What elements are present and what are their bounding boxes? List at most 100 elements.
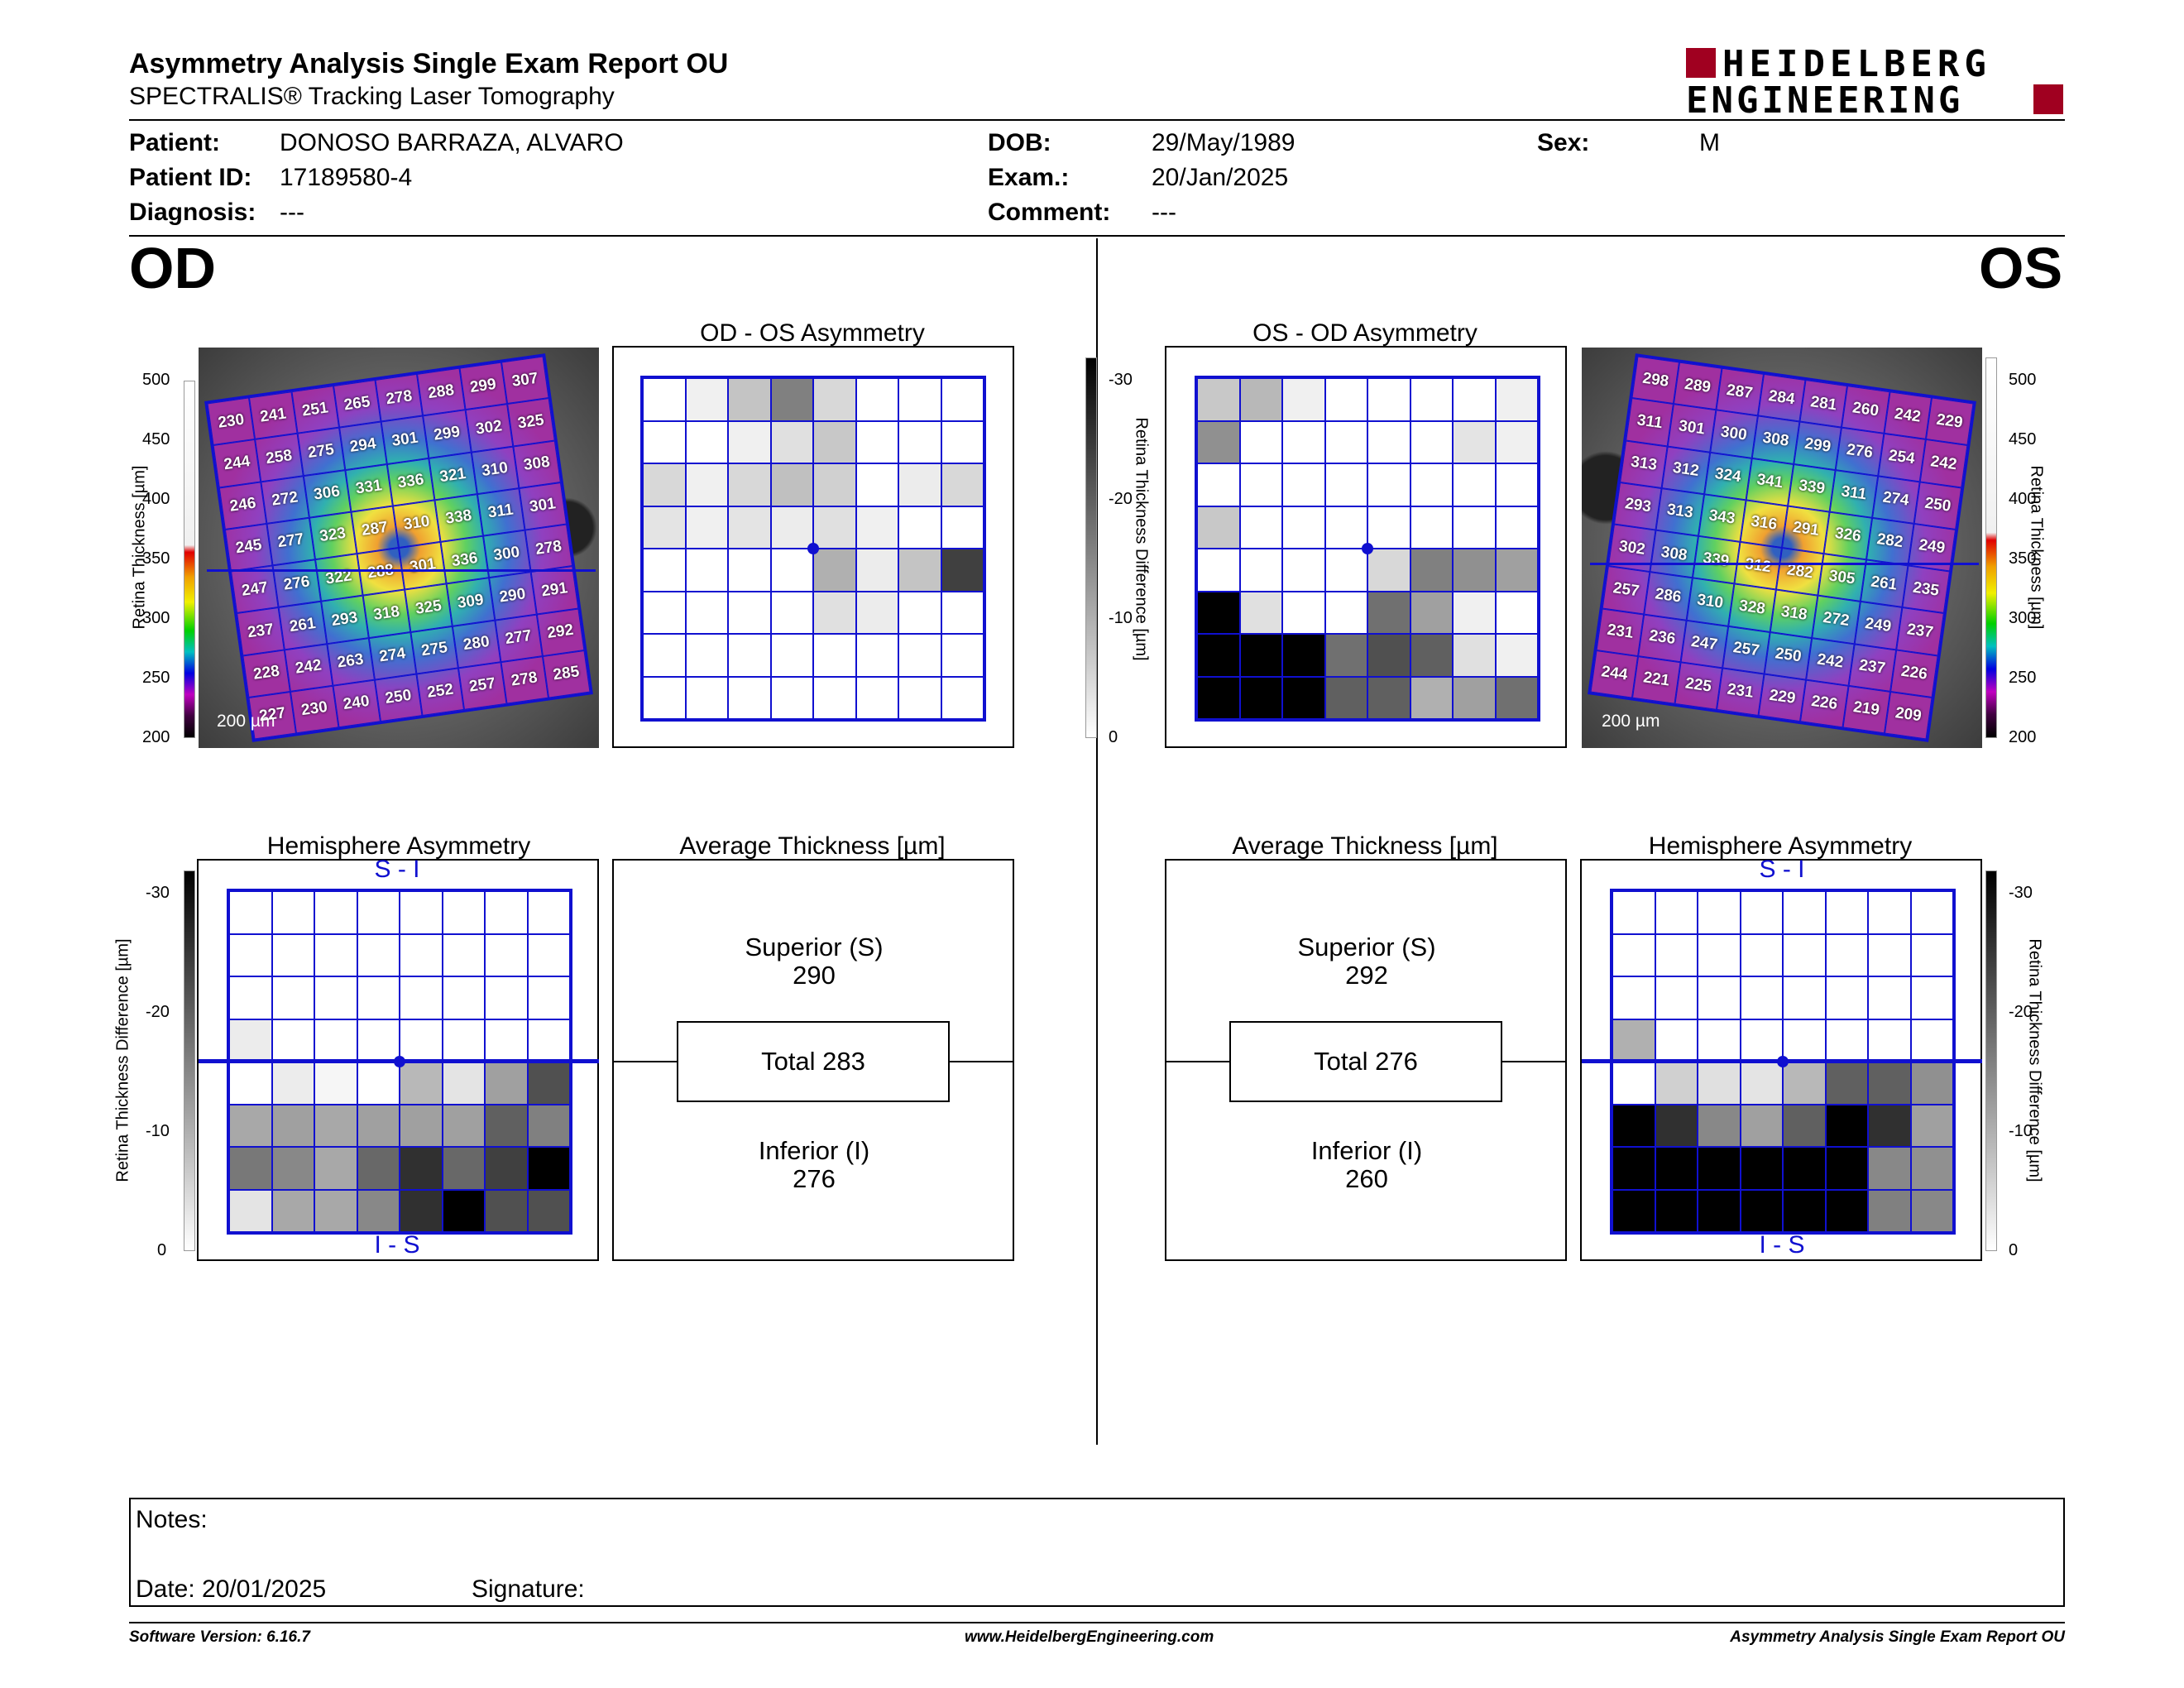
- grid-cell: [485, 976, 528, 1019]
- grid-cell: [1239, 378, 1282, 421]
- thickness-cell: 312: [1734, 541, 1782, 590]
- thickness-cell: 257: [458, 661, 507, 710]
- thickness-cell: 287: [351, 506, 399, 554]
- thickness-cell: 318: [362, 589, 411, 638]
- tick: 450: [2009, 430, 2037, 448]
- grid-cell: [442, 933, 485, 976]
- grid-cell: [941, 378, 984, 421]
- os-hemi-panel: S - I I - S: [1580, 856, 1982, 1261]
- footer-report-name: Asymmetry Analysis Single Exam Report OU: [1730, 1628, 2065, 1646]
- tick: 0: [2009, 1241, 2019, 1259]
- tick: -10: [146, 1122, 170, 1140]
- exam-value: 20/Jan/2025: [1152, 164, 1289, 191]
- notes-box[interactable]: Notes: Date: 20/01/2025 Signature:: [129, 1498, 2065, 1607]
- tick: 300: [2009, 609, 2037, 627]
- grid-cell: [1783, 1062, 1826, 1105]
- grid-cell: [813, 591, 856, 634]
- grid-cell: [314, 1189, 357, 1232]
- thickness-cell: 249: [1854, 602, 1903, 650]
- grid-cell: [643, 378, 686, 421]
- grid-cell: [1239, 676, 1282, 719]
- tick: -20: [146, 1003, 170, 1021]
- tick: 450: [142, 430, 170, 448]
- grid-cell: [1698, 1019, 1741, 1062]
- grid-cell: [898, 378, 941, 421]
- grid-cell: [813, 634, 856, 677]
- od-is-label: I - S: [374, 1231, 420, 1259]
- thickness-cell: 311: [477, 487, 525, 536]
- thickness-cell: 336: [440, 535, 489, 584]
- website-link[interactable]: www.HeidelbergEngineering.com: [965, 1628, 1214, 1646]
- grid-cell: [941, 634, 984, 677]
- grid-cell: [1495, 463, 1538, 506]
- grid-cell: [229, 1019, 272, 1062]
- grid-cell: [1495, 591, 1538, 634]
- grid-cell: [1367, 634, 1410, 677]
- thickness-cell: 263: [326, 637, 375, 686]
- thickness-cell: 299: [423, 410, 472, 458]
- grid-cell: [685, 676, 728, 719]
- grid-cell: [1282, 420, 1325, 463]
- thickness-cell: 274: [1871, 475, 1920, 524]
- od-total: Total 283: [761, 1047, 865, 1076]
- notes-label: Notes:: [136, 1506, 208, 1533]
- grid-cell: [442, 1104, 485, 1147]
- os-hemi-title: Hemisphere Asymmetry: [1648, 832, 1913, 860]
- grid-cell: [400, 1019, 443, 1062]
- grid-cell: [1783, 1019, 1826, 1062]
- grid-cell: [1324, 591, 1367, 634]
- grid-cell: [813, 463, 856, 506]
- os-hemi-center-dot: [1777, 1056, 1789, 1067]
- grid-cell: [271, 1147, 314, 1190]
- grid-cell: [1410, 591, 1453, 634]
- thickness-cell: 325: [506, 398, 555, 447]
- tick: 250: [2009, 669, 2037, 687]
- os-avg-title: Average Thickness [µm]: [1232, 832, 1498, 860]
- grid-cell: [1783, 891, 1826, 934]
- thickness-cell: 294: [338, 421, 387, 470]
- grid-cell: [1282, 549, 1325, 592]
- os-hemi-scale-label: Retina Thickness Difference [µm]: [2025, 938, 2044, 1182]
- tick: 200: [142, 728, 170, 746]
- grid-cell: [1868, 1062, 1911, 1105]
- grid-cell: [1197, 420, 1240, 463]
- grid-cell: [271, 976, 314, 1019]
- grid-cell: [400, 1147, 443, 1190]
- grid-cell: [1698, 1104, 1741, 1147]
- diagnosis-label: Diagnosis:: [129, 199, 256, 226]
- os-asym-center-dot: [1362, 543, 1373, 554]
- grid-cell: [728, 676, 771, 719]
- grid-cell: [685, 378, 728, 421]
- grid-cell: [527, 1104, 570, 1147]
- grid-cell: [442, 976, 485, 1019]
- grid-cell: [271, 1019, 314, 1062]
- tick: 500: [142, 371, 170, 389]
- tick: -20: [2009, 1003, 2033, 1021]
- grid-cell: [1825, 976, 1868, 1019]
- report-title: Asymmetry Analysis Single Exam Report OU: [129, 48, 729, 79]
- thickness-cell: 277: [494, 614, 543, 662]
- thickness-cell: 293: [320, 595, 369, 644]
- grid-cell: [1495, 634, 1538, 677]
- grid-cell: [527, 891, 570, 934]
- grid-cell: [1868, 1104, 1911, 1147]
- grid-cell: [685, 463, 728, 506]
- grid-cell: [357, 933, 400, 976]
- od-inferior-value: 276: [793, 1164, 836, 1193]
- grid-cell: [1239, 506, 1282, 549]
- report-subtitle: SPECTRALIS® Tracking Laser Tomography: [129, 83, 615, 110]
- grid-cell: [229, 1147, 272, 1190]
- thickness-cell: 250: [374, 674, 423, 722]
- center-diff-scale-label: Retina Thickness Difference [µm]: [1132, 417, 1151, 661]
- grid-cell: [1910, 1147, 1953, 1190]
- thickness-cell: 324: [1703, 452, 1752, 501]
- thickness-cell: 230: [207, 397, 256, 446]
- thickness-cell: 228: [242, 649, 291, 698]
- thickness-cell: 275: [410, 626, 459, 674]
- grid-cell: [1324, 549, 1367, 592]
- grid-cell: [1612, 1189, 1655, 1232]
- thickness-cell: 310: [392, 500, 441, 548]
- grid-cell: [941, 591, 984, 634]
- os-total: Total 276: [1314, 1047, 1418, 1076]
- thickness-cell: 286: [1644, 572, 1693, 621]
